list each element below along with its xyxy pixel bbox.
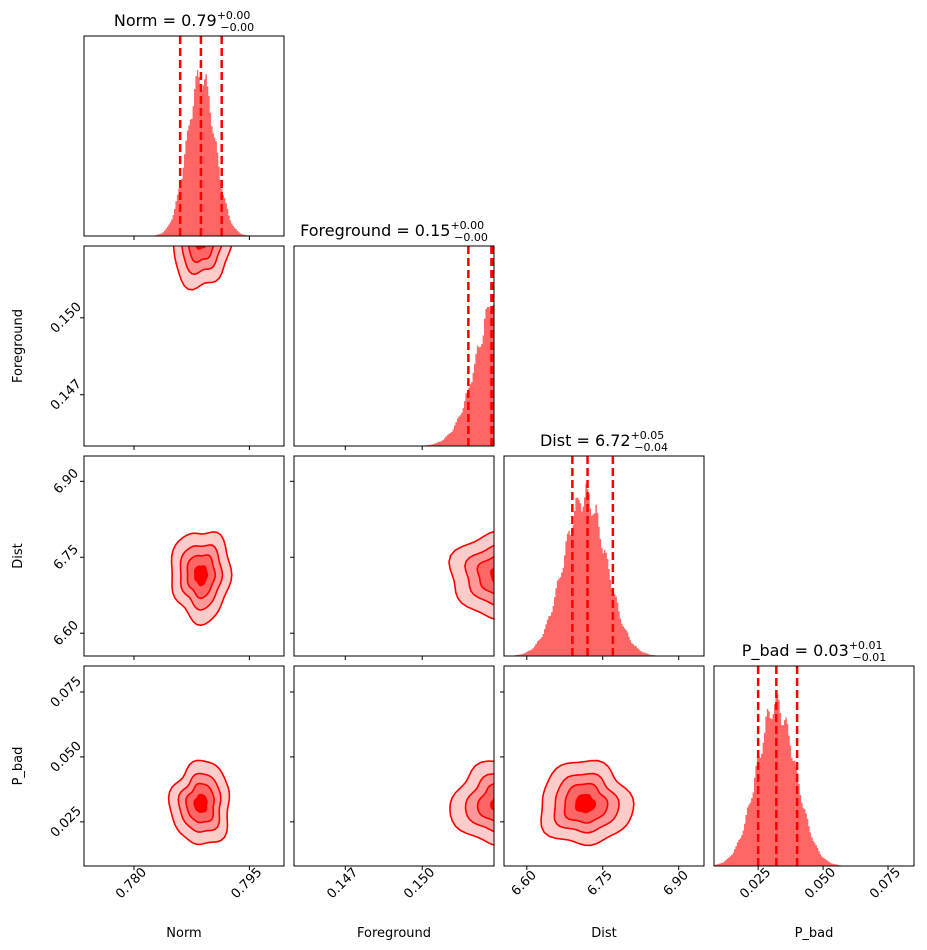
contour-level-core [489, 797, 494, 811]
axis-labels-group: Norm Foreground Dist P_bad Foreground Dist P_b… [11, 309, 833, 941]
panel-content [294, 246, 494, 446]
histogram-panel-norm [83, 35, 285, 240]
panel-content [714, 666, 914, 866]
contour-level-inner [187, 246, 215, 264]
panel-content [172, 246, 233, 291]
x-tick-label-norm: 0.795 [228, 865, 265, 902]
x-tick-label-p-bad: 0.025 [737, 865, 774, 902]
title-foreground: Foreground = 0.15+0.00 −0.00 [300, 219, 488, 244]
x-tick-label-dist: 6.60 [509, 868, 540, 899]
contour-panel-dist-vs-p-bad: 6.60 6.75 6.90 [500, 665, 705, 899]
x-tick-label-p-bad: 0.075 [867, 865, 904, 902]
x-tick-label-p-bad: 0.050 [802, 865, 839, 902]
histogram-bars [84, 70, 284, 236]
contour-level-core [195, 246, 206, 250]
contour-level-core [194, 565, 209, 587]
panel-frame [293, 665, 495, 867]
y-axis-label-p-bad: P_bad [11, 747, 26, 786]
x-axis-label-p-bad: P_bad [795, 926, 834, 941]
panel-frame [83, 665, 285, 867]
y-axis-label-dist: Dist [11, 543, 26, 569]
panel-frame [503, 665, 705, 867]
panel-content [504, 456, 704, 656]
x-axis-label-dist: Dist [591, 926, 617, 941]
y-axis-label-foreground: Foreground [11, 309, 26, 383]
y-tick-label-p-bad: 0.075 [48, 674, 85, 711]
contour-level-outer [448, 530, 494, 621]
contour-panel-norm-vs-foreground: 0.147 0.150 [48, 245, 285, 450]
x-axis-label-norm: Norm [166, 926, 201, 941]
contour-level-core [193, 793, 208, 813]
histogram-panel-foreground [293, 245, 495, 450]
panel-frame [83, 35, 285, 237]
x-tick-label-dist: 6.90 [661, 868, 692, 899]
y-tick-label-dist: 6.90 [51, 466, 82, 497]
histogram-bars [714, 694, 914, 866]
x-axis-label-foreground: Foreground [357, 926, 431, 941]
y-tick-label-p-bad: 0.025 [48, 804, 85, 841]
panel-content [84, 36, 284, 236]
histogram-bars [504, 483, 704, 656]
panel-content [448, 530, 494, 621]
panel-content [449, 760, 494, 846]
y-tick-label-dist: 6.60 [51, 618, 82, 649]
y-tick-label-p-bad: 0.050 [48, 739, 85, 776]
title-dist: Dist = 6.72+0.05 −0.04 [540, 429, 668, 454]
panel-content [170, 531, 233, 627]
x-tick-label-foreground: 0.147 [324, 865, 361, 902]
contour-panel-foreground-vs-p-bad: 0.147 0.150 [290, 665, 495, 902]
contour-level-core [489, 568, 494, 583]
histogram-panel-p-bad: 0.025 0.050 0.075 [713, 665, 915, 902]
x-tick-label-dist: 6.75 [585, 868, 616, 899]
histogram-panel-dist [503, 455, 705, 660]
panel-frame [713, 665, 915, 867]
contour-level-core [574, 793, 597, 814]
y-tick-label-foreground: 0.150 [48, 300, 85, 337]
title-p-bad: P_bad = 0.03+0.01 −0.01 [742, 639, 886, 664]
contour-level-inner [476, 555, 494, 595]
panel-content [167, 759, 231, 846]
panel-frame [83, 455, 285, 657]
title-norm: Norm = 0.79+0.00 −0.00 [114, 9, 254, 34]
panel-frame [293, 245, 495, 447]
panel-frame [503, 455, 705, 657]
panel-frame [83, 245, 285, 447]
panel-frame [293, 455, 495, 657]
x-tick-label-norm: 0.780 [113, 865, 150, 902]
histogram-bars [294, 304, 494, 446]
contour-level-inner [476, 783, 494, 822]
x-tick-label-foreground: 0.150 [401, 865, 438, 902]
contour-panel-foreground-vs-dist [290, 455, 495, 660]
y-tick-label-dist: 6.75 [51, 542, 82, 573]
panel-content [540, 759, 635, 847]
y-tick-label-foreground: 0.147 [48, 377, 85, 414]
titles-group: Norm = 0.79+0.00 −0.00 Foreground = 0.15+0… [114, 9, 886, 664]
contour-panel-norm-vs-p-bad: 0.780 0.795 0.025 0.050 0.075 [48, 665, 285, 902]
contour-panel-norm-vs-dist: 6.60 6.75 6.90 [51, 455, 285, 660]
